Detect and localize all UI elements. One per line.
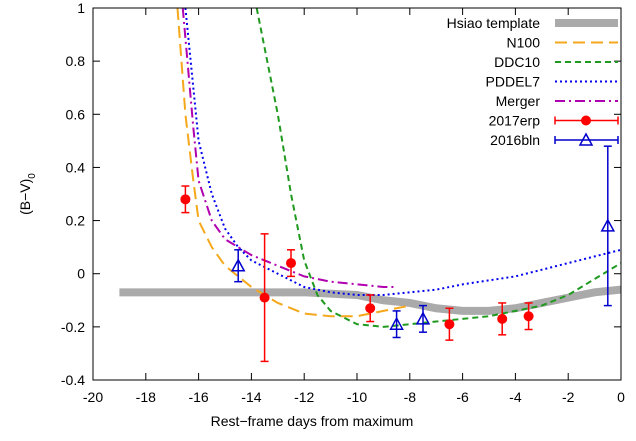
- y-tick-label: -0.4: [61, 372, 85, 388]
- y-tick-label: 1: [77, 0, 85, 16]
- legend-label: PDDEL7: [486, 74, 541, 90]
- point: [180, 194, 191, 205]
- curve: [184, 8, 621, 296]
- x-tick-label: -14: [241, 389, 261, 405]
- curve: [176, 8, 410, 318]
- y-tick-label: 0: [77, 266, 85, 282]
- y-tick-label: 0.2: [66, 213, 86, 229]
- point: [497, 313, 508, 324]
- x-tick-label: -4: [509, 389, 522, 405]
- curve: [255, 8, 621, 328]
- curve: [181, 8, 397, 288]
- x-tick-label: -20: [83, 389, 103, 405]
- point: [286, 258, 296, 269]
- x-tick-label: -18: [136, 389, 156, 405]
- point: [389, 316, 404, 330]
- plot-area: [119, 8, 621, 363]
- point: [600, 218, 616, 232]
- point: [365, 303, 376, 314]
- legend-label: N100: [507, 35, 541, 51]
- curve: [119, 285, 621, 315]
- legend-label: Merger: [496, 93, 541, 109]
- x-tick-label: -6: [456, 389, 469, 405]
- x-axis-label: Rest−frame days from maximum: [211, 413, 414, 429]
- y-tick-label: 0.4: [66, 159, 86, 175]
- x-tick-label: -8: [404, 389, 417, 405]
- legend-label: 2017erp: [489, 113, 541, 129]
- y-axis-label-subscript: 0: [27, 173, 38, 179]
- x-tick-label: -10: [347, 389, 367, 405]
- plot-frame: [92, 7, 622, 381]
- y-tick-label: 0.8: [66, 53, 86, 69]
- point: [259, 292, 270, 303]
- x-tick-label: -12: [294, 389, 314, 405]
- y-axis-label-text: (B−V): [17, 179, 33, 215]
- legend-marker: [578, 132, 594, 146]
- point: [523, 311, 534, 322]
- legend-label: Hsiao template: [447, 15, 541, 31]
- legend-label: DDC10: [494, 54, 540, 70]
- point: [230, 258, 246, 272]
- x-tick-label: -2: [562, 389, 575, 405]
- x-tick-label: -16: [188, 389, 208, 405]
- legend-marker: [581, 115, 591, 126]
- y-axis-label: (B−V)0: [17, 173, 38, 215]
- y-tick-label: -0.2: [61, 319, 85, 335]
- point: [415, 311, 431, 325]
- point: [444, 319, 455, 330]
- y-tick-label: 0.6: [66, 106, 86, 122]
- x-tick-label: 0: [617, 389, 625, 405]
- legend-label: 2016bln: [490, 132, 540, 148]
